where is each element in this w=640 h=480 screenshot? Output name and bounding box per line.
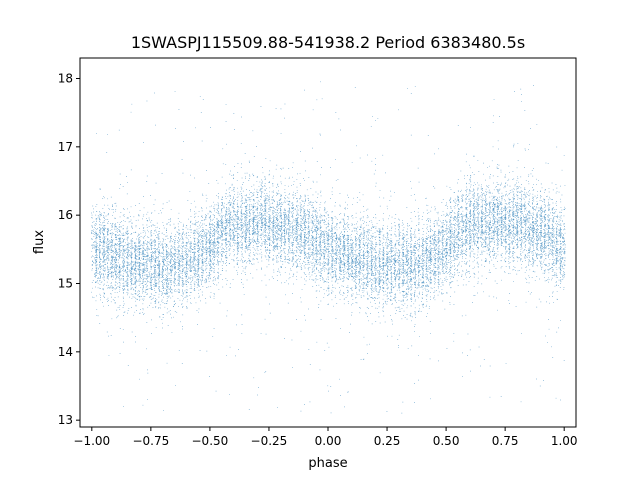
x-tick-label: −0.50 <box>192 434 229 448</box>
y-tick-label: 18 <box>58 72 73 86</box>
chart-title: 1SWASPJ115509.88-541938.2 Period 6383480… <box>131 33 525 52</box>
x-tick-label: −0.25 <box>251 434 288 448</box>
x-tick-label: 0.00 <box>315 434 342 448</box>
y-tick-label: 14 <box>58 345 73 359</box>
x-tick-label: −1.00 <box>73 434 110 448</box>
y-tick-label: 15 <box>58 277 73 291</box>
x-tick-label: 0.25 <box>374 434 401 448</box>
x-tick-label: 1.00 <box>551 434 578 448</box>
y-tick-label: 13 <box>58 413 73 427</box>
plot-frame <box>79 57 577 428</box>
data-point-cloud <box>91 81 566 414</box>
x-tick-label: −0.75 <box>132 434 169 448</box>
y-tick-label: 17 <box>58 140 73 154</box>
x-tick-label: 0.50 <box>433 434 460 448</box>
scatter-points <box>91 81 566 414</box>
x-axis-label: phase <box>308 456 347 471</box>
x-tick-label: 0.75 <box>492 434 519 448</box>
x-axis-ticks: −1.00 −0.75 −0.50 −0.25 0.00 0.25 0.50 0.75 1.00 <box>73 427 578 448</box>
y-axis-ticks: 13 14 15 16 17 18 <box>58 72 80 427</box>
y-tick-label: 16 <box>58 208 73 222</box>
y-axis-label: flux <box>32 230 47 254</box>
